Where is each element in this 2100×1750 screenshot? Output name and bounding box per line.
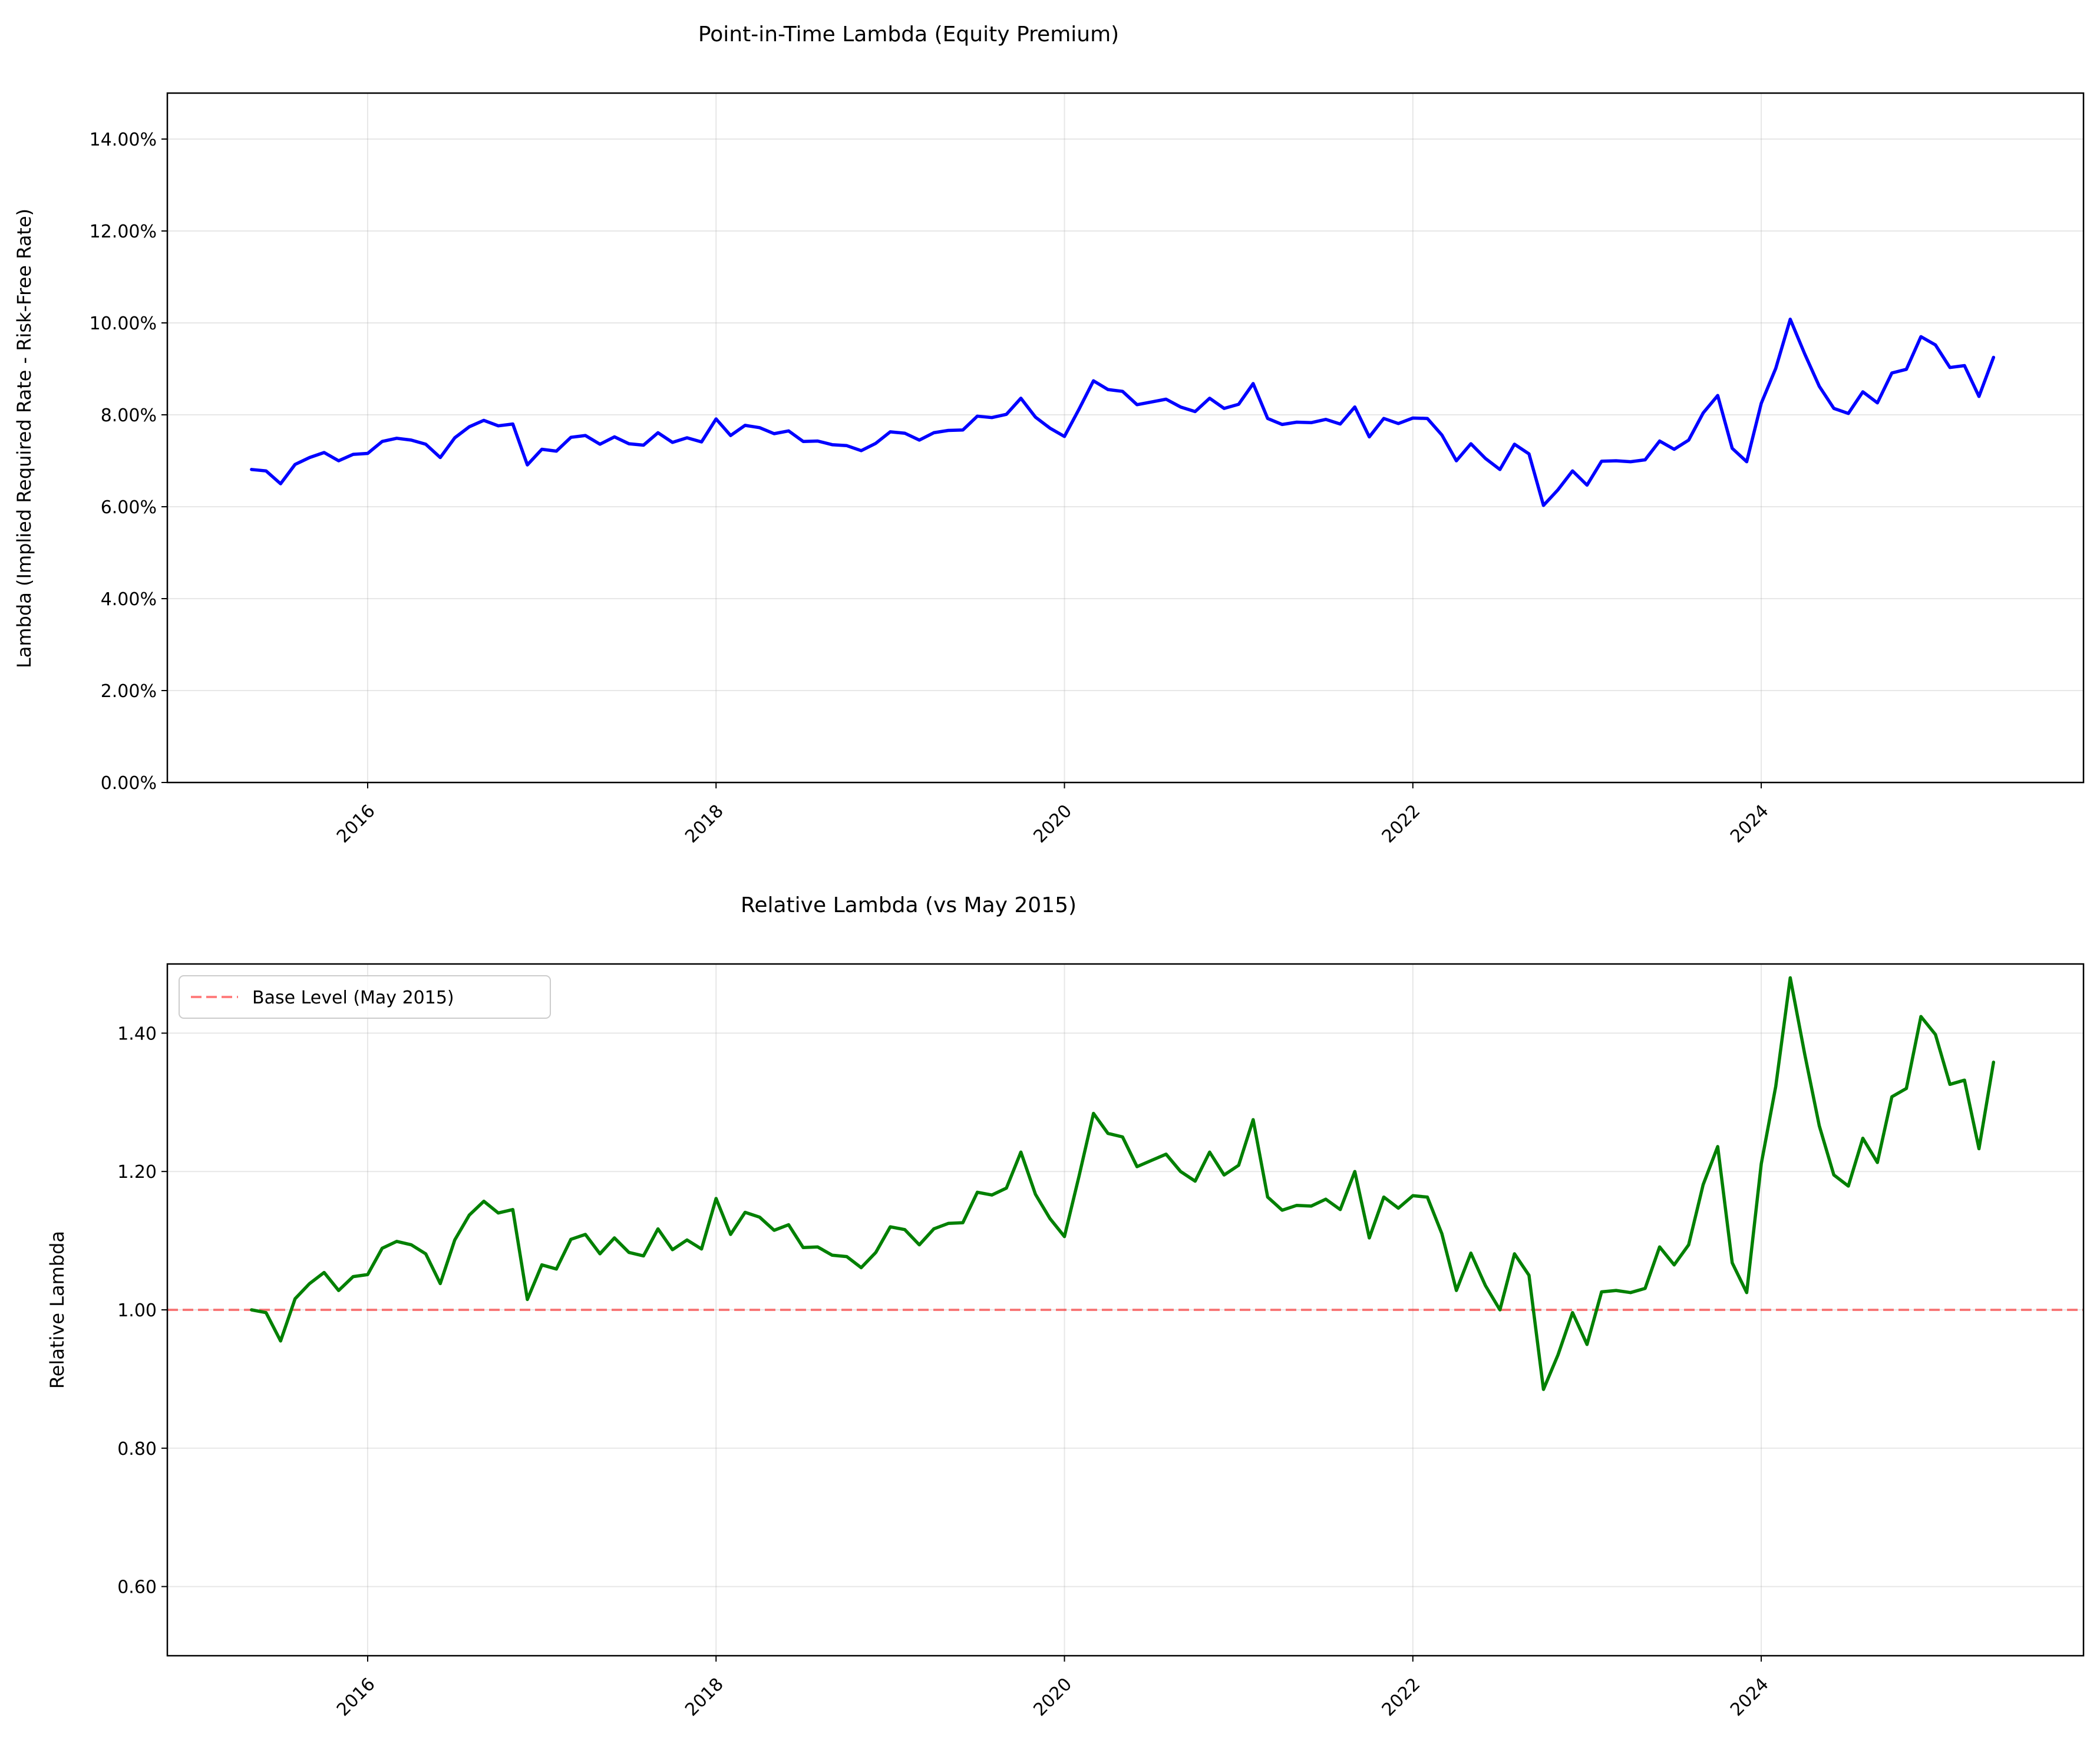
- series-group: [250, 318, 1996, 507]
- x-tick-label: 2022: [1378, 801, 1425, 847]
- y-axis-label: Relative Lambda: [46, 1231, 68, 1389]
- y-tick-label: 12.00%: [90, 222, 157, 242]
- x-ticks: 2016 2018 2020 2022 2024: [333, 782, 1773, 847]
- series-line-0: [250, 976, 1996, 1391]
- chart-title: Point-in-Time Lambda (Equity Premium): [698, 22, 1119, 47]
- x-tick-label: 2020: [1029, 801, 1076, 847]
- grid: [167, 93, 2084, 783]
- relative-lambda-chart: Relative Lambda (vs May 2015) Relative L…: [46, 893, 2085, 1721]
- x-tick-label: 2022: [1378, 1674, 1425, 1721]
- series-group: [250, 976, 1996, 1391]
- y-tick-label: 0.00%: [101, 773, 157, 794]
- y-tick-label: 6.00%: [101, 497, 157, 518]
- y-tick-label: 1.40: [117, 1023, 157, 1044]
- x-tick-label: 2018: [681, 801, 728, 847]
- y-tick-label: 0.80: [117, 1439, 157, 1460]
- y-tick-label: 1.00: [117, 1300, 157, 1321]
- x-tick-label: 2020: [1029, 1674, 1076, 1721]
- y-tick-label: 0.60: [117, 1577, 157, 1598]
- plot-area: [166, 92, 2085, 784]
- lambda-chart: Point-in-Time Lambda (Equity Premium) La…: [13, 22, 2085, 847]
- y-tick-label: 1.20: [117, 1162, 157, 1183]
- legend: Base Level (May 2015): [179, 975, 551, 1019]
- legend-box: [179, 975, 551, 1019]
- y-tick-label: 14.00%: [90, 130, 157, 150]
- y-tick-label: 4.00%: [101, 589, 157, 610]
- y-axis-label: Lambda (Implied Required Rate - Risk-Fre…: [13, 209, 35, 668]
- series-line-0: [250, 318, 1996, 507]
- x-tick-label: 2024: [1726, 1674, 1773, 1721]
- y-tick-label: 10.00%: [90, 313, 157, 334]
- x-tick-label: 2016: [333, 1674, 379, 1721]
- y-tick-label: 2.00%: [101, 681, 157, 702]
- chart-title: Relative Lambda (vs May 2015): [741, 893, 1077, 917]
- legend-label: Base Level (May 2015): [252, 988, 454, 1008]
- x-tick-label: 2016: [333, 801, 379, 847]
- y-tick-label: 8.00%: [101, 405, 157, 426]
- x-ticks: 2016 2018 2020 2022 2024: [333, 1656, 1773, 1721]
- x-tick-label: 2024: [1726, 801, 1773, 847]
- x-tick-label: 2018: [681, 1674, 728, 1721]
- y-ticks: 0.60 0.80 1.00 1.20 1.40: [117, 1023, 167, 1598]
- y-ticks: 0.00% 2.00% 4.00% 6.00% 8.00% 10.00% 12.00% 14.…: [90, 130, 167, 794]
